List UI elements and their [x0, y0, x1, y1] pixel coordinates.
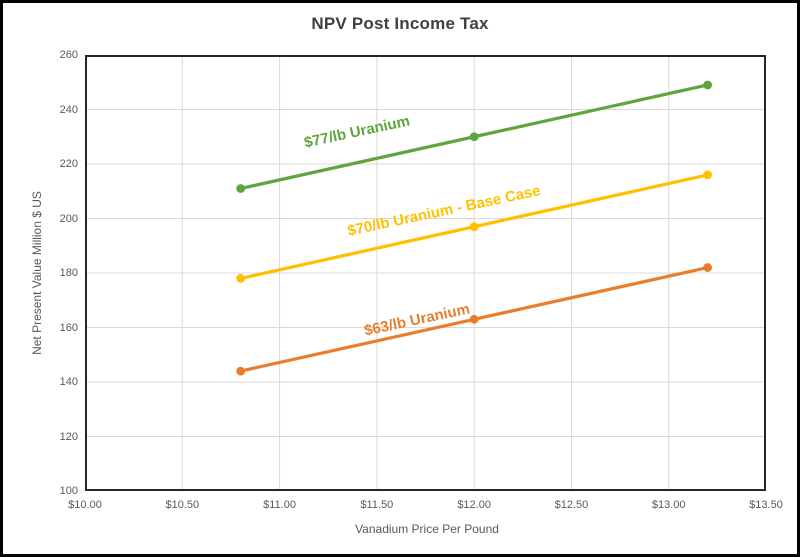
x-tick-label: $11.00: [263, 499, 296, 511]
data-point-marker: [469, 132, 479, 142]
plot-area: [85, 55, 766, 491]
y-tick-label: 160: [59, 321, 78, 334]
data-point-marker: [469, 222, 479, 232]
x-tick-label: $10.00: [68, 499, 102, 511]
y-tick-label: 140: [59, 376, 78, 388]
data-point-marker: [703, 170, 713, 180]
data-point-marker: [236, 366, 246, 376]
x-tick-label: $12.50: [554, 499, 589, 511]
data-point-marker: [469, 314, 479, 324]
x-tick-label: $10.50: [165, 499, 200, 511]
y-tick-label: 100: [59, 485, 78, 497]
y-tick-label: 200: [59, 212, 78, 225]
x-axis-title: Vanadium Price Per Pound: [355, 522, 499, 536]
y-tick-label: 180: [59, 267, 78, 279]
data-point-marker: [703, 80, 713, 90]
data-point-marker: [236, 274, 246, 283]
x-tick-label: $11.50: [360, 499, 394, 511]
data-point-marker: [703, 263, 713, 272]
chart-title: NPV Post Income Tax: [311, 14, 489, 33]
x-tick-label: $13.00: [651, 499, 686, 511]
x-tick-label: $12.00: [457, 499, 491, 511]
data-point-marker: [236, 184, 246, 193]
plot-border: [85, 55, 766, 491]
y-tick-label: 220: [59, 158, 78, 170]
y-tick-label: 260: [59, 49, 78, 61]
x-tick-label: $13.50: [749, 499, 783, 511]
y-tick-label: 240: [59, 103, 78, 116]
y-tick-label: 120: [59, 430, 78, 443]
